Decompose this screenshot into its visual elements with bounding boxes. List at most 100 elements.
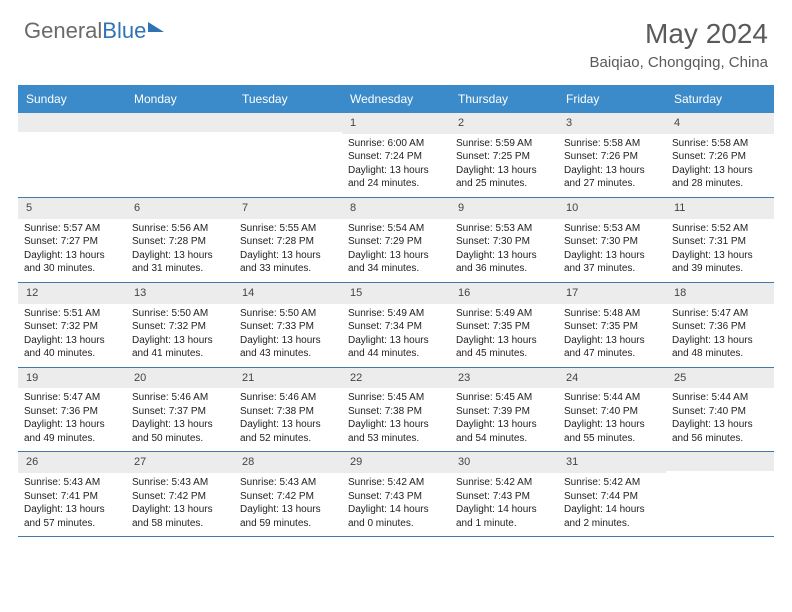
day-content: Sunrise: 5:50 AMSunset: 7:33 PMDaylight:…	[234, 307, 342, 361]
day-line: Daylight: 13 hours	[132, 418, 228, 432]
week-row: 1Sunrise: 6:00 AMSunset: 7:24 PMDaylight…	[18, 113, 774, 198]
day-line: Daylight: 13 hours	[240, 334, 336, 348]
day-line: and 50 minutes.	[132, 432, 228, 446]
weekday-label: Sunday	[18, 85, 126, 113]
day-line: Sunrise: 5:43 AM	[132, 476, 228, 490]
day-line: Sunset: 7:40 PM	[672, 405, 768, 419]
day-line: Sunset: 7:30 PM	[456, 235, 552, 249]
day-line: Sunrise: 5:47 AM	[24, 391, 120, 405]
day-cell: 29Sunrise: 5:42 AMSunset: 7:43 PMDayligh…	[342, 452, 450, 536]
day-line: Sunrise: 5:54 AM	[348, 222, 444, 236]
day-content: Sunrise: 5:50 AMSunset: 7:32 PMDaylight:…	[126, 307, 234, 361]
day-content: Sunrise: 5:56 AMSunset: 7:28 PMDaylight:…	[126, 222, 234, 276]
day-line: Daylight: 13 hours	[24, 249, 120, 263]
day-number: 2	[450, 113, 558, 134]
day-line: Sunrise: 5:44 AM	[672, 391, 768, 405]
day-line: and 56 minutes.	[672, 432, 768, 446]
day-cell: 2 Sunrise: 5:59 AMSunset: 7:25 PMDaylight…	[450, 113, 558, 197]
day-content: Sunrise: 5:43 AMSunset: 7:42 PMDaylight:…	[234, 476, 342, 530]
day-content: Sunrise: 5:47 AMSunset: 7:36 PMDaylight:…	[666, 307, 774, 361]
day-content: Sunrise: 5:53 AMSunset: 7:30 PMDaylight:…	[450, 222, 558, 276]
day-number: 4	[666, 113, 774, 134]
day-line: Sunset: 7:35 PM	[564, 320, 660, 334]
day-line: Daylight: 13 hours	[672, 249, 768, 263]
day-line: Sunrise: 5:56 AM	[132, 222, 228, 236]
day-content: Sunrise: 5:42 AMSunset: 7:44 PMDaylight:…	[558, 476, 666, 530]
day-cell: 23Sunrise: 5:45 AMSunset: 7:39 PMDayligh…	[450, 368, 558, 452]
day-line: and 59 minutes.	[240, 517, 336, 531]
day-cell	[18, 113, 126, 197]
day-line: Daylight: 13 hours	[240, 503, 336, 517]
day-number	[18, 113, 126, 132]
day-line: and 43 minutes.	[240, 347, 336, 361]
weekday-label: Saturday	[666, 85, 774, 113]
day-cell: 20Sunrise: 5:46 AMSunset: 7:37 PMDayligh…	[126, 368, 234, 452]
day-line: and 41 minutes.	[132, 347, 228, 361]
day-cell: 7Sunrise: 5:55 AMSunset: 7:28 PMDaylight…	[234, 198, 342, 282]
day-line: Daylight: 13 hours	[240, 418, 336, 432]
day-line: Daylight: 13 hours	[348, 334, 444, 348]
day-cell: 13 Sunrise: 5:50 AMSunset: 7:32 PMDayligh…	[126, 283, 234, 367]
day-content: Sunrise: 5:54 AMSunset: 7:29 PMDaylight:…	[342, 222, 450, 276]
day-content: Sunrise: 5:43 AMSunset: 7:41 PMDaylight:…	[18, 476, 126, 530]
day-number: 6	[126, 198, 234, 219]
week-row: 12Sunrise: 5:51 AMSunset: 7:32 PMDayligh…	[18, 283, 774, 368]
day-line: Sunset: 7:43 PM	[348, 490, 444, 504]
day-content: Sunrise: 5:46 AMSunset: 7:37 PMDaylight:…	[126, 391, 234, 445]
day-line: Sunset: 7:42 PM	[240, 490, 336, 504]
day-number: 1	[342, 113, 450, 134]
day-cell: 6 Sunrise: 5:56 AMSunset: 7:28 PMDaylight…	[126, 198, 234, 282]
day-line: Sunrise: 5:58 AM	[672, 137, 768, 151]
day-cell: 24Sunrise: 5:44 AMSunset: 7:40 PMDayligh…	[558, 368, 666, 452]
day-number: 8	[342, 198, 450, 219]
day-content: Sunrise: 5:45 AMSunset: 7:38 PMDaylight:…	[342, 391, 450, 445]
day-cell: 17Sunrise: 5:48 AMSunset: 7:35 PMDayligh…	[558, 283, 666, 367]
day-content: Sunrise: 5:49 AMSunset: 7:34 PMDaylight:…	[342, 307, 450, 361]
day-line: Daylight: 13 hours	[24, 503, 120, 517]
day-line: and 36 minutes.	[456, 262, 552, 276]
day-line: Daylight: 13 hours	[456, 334, 552, 348]
day-line: and 47 minutes.	[564, 347, 660, 361]
day-cell: 8 Sunrise: 5:54 AMSunset: 7:29 PMDaylight…	[342, 198, 450, 282]
header: GeneralBlue May 2024 Baiqiao, Chongqing,…	[0, 0, 792, 77]
day-cell: 4Sunrise: 5:58 AMSunset: 7:26 PMDaylight…	[666, 113, 774, 197]
location-label: Baiqiao, Chongqing, China	[590, 54, 768, 71]
day-line: Sunrise: 5:53 AM	[456, 222, 552, 236]
day-line: Sunrise: 5:49 AM	[348, 307, 444, 321]
day-line: Daylight: 13 hours	[672, 418, 768, 432]
day-line: Sunrise: 5:53 AM	[564, 222, 660, 236]
day-line: Daylight: 13 hours	[564, 334, 660, 348]
day-line: Sunset: 7:28 PM	[240, 235, 336, 249]
day-line: and 58 minutes.	[132, 517, 228, 531]
day-line: Daylight: 13 hours	[456, 249, 552, 263]
day-number: 16	[450, 283, 558, 304]
day-number: 13	[126, 283, 234, 304]
day-cell: 10Sunrise: 5:53 AMSunset: 7:30 PMDayligh…	[558, 198, 666, 282]
day-line: Sunset: 7:28 PM	[132, 235, 228, 249]
day-line: Sunrise: 5:45 AM	[348, 391, 444, 405]
week-row: 19Sunrise: 5:47 AMSunset: 7:36 PMDayligh…	[18, 368, 774, 453]
day-line: Sunset: 7:36 PM	[24, 405, 120, 419]
day-line: Sunrise: 5:46 AM	[240, 391, 336, 405]
day-cell: 22Sunrise: 5:45 AMSunset: 7:38 PMDayligh…	[342, 368, 450, 452]
day-line: Daylight: 13 hours	[564, 164, 660, 178]
day-line: Sunrise: 5:45 AM	[456, 391, 552, 405]
day-line: and 57 minutes.	[24, 517, 120, 531]
day-line: Daylight: 13 hours	[132, 334, 228, 348]
week-row: 26Sunrise: 5:43 AMSunset: 7:41 PMDayligh…	[18, 452, 774, 537]
day-number: 31	[558, 452, 666, 473]
day-line: and 1 minute.	[456, 517, 552, 531]
day-content: Sunrise: 5:59 AMSunset: 7:25 PMDaylight:…	[450, 137, 558, 191]
logo-text-1: General	[24, 18, 102, 44]
day-content: Sunrise: 5:57 AMSunset: 7:27 PMDaylight:…	[18, 222, 126, 276]
day-number: 18	[666, 283, 774, 304]
day-line: Daylight: 13 hours	[132, 503, 228, 517]
day-cell: 19Sunrise: 5:47 AMSunset: 7:36 PMDayligh…	[18, 368, 126, 452]
day-line: and 24 minutes.	[348, 177, 444, 191]
day-line: Sunset: 7:38 PM	[240, 405, 336, 419]
day-number: 30	[450, 452, 558, 473]
day-line: and 48 minutes.	[672, 347, 768, 361]
day-line: Daylight: 13 hours	[672, 164, 768, 178]
day-line: Daylight: 14 hours	[348, 503, 444, 517]
day-line: Sunrise: 5:50 AM	[132, 307, 228, 321]
